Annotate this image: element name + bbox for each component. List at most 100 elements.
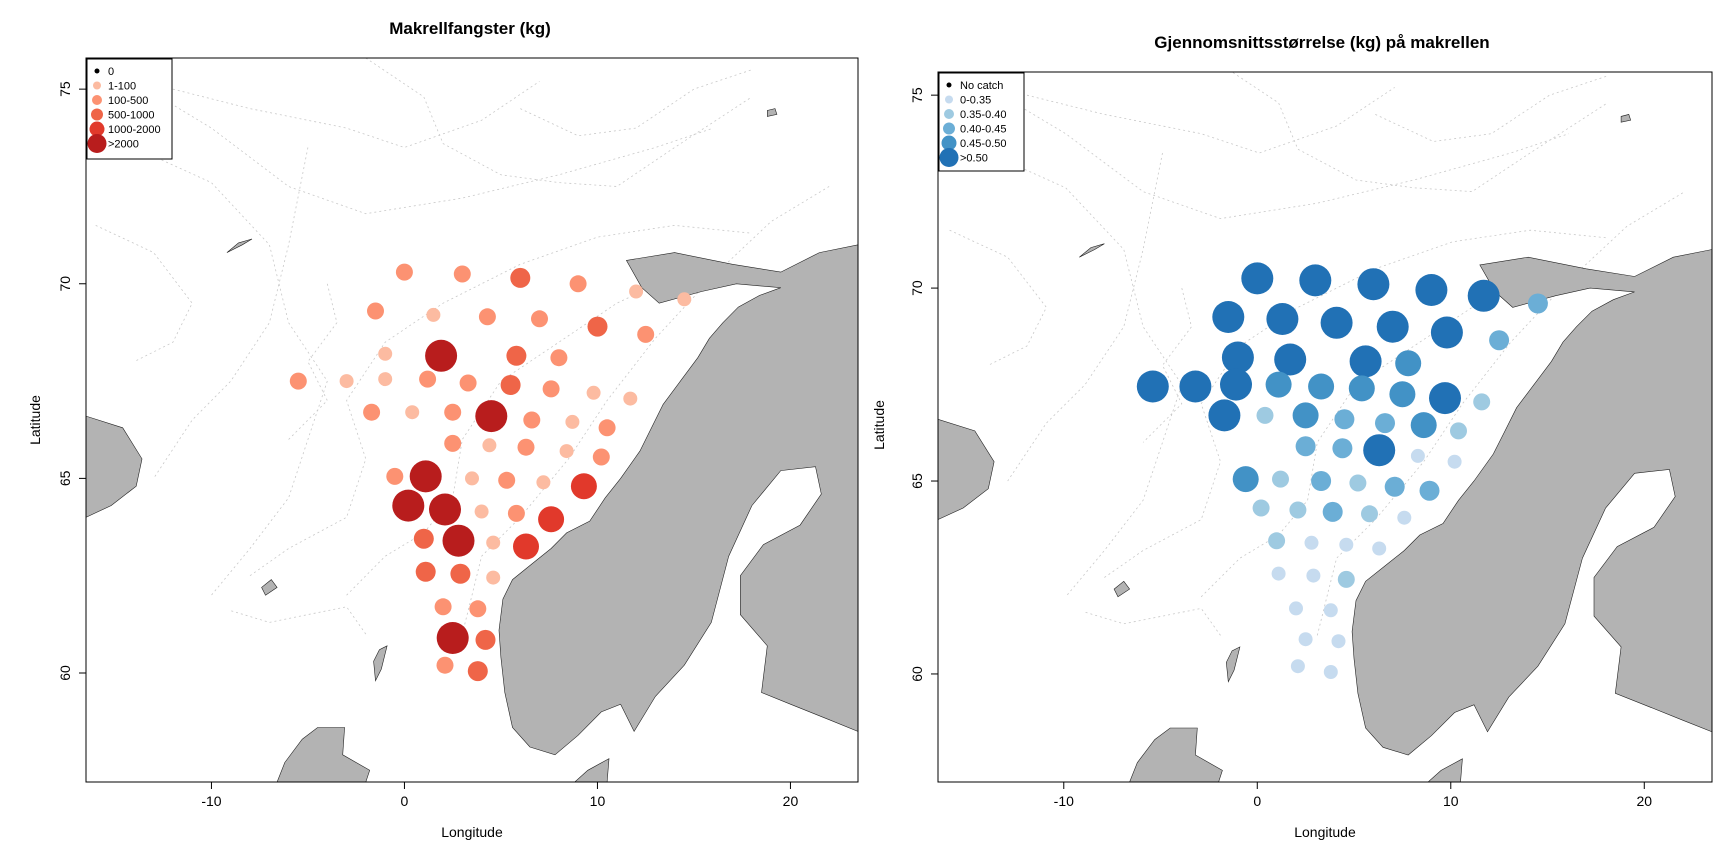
station-marker — [1232, 466, 1259, 493]
station-marker — [415, 561, 436, 582]
x-axis-label: Longitude — [1294, 824, 1356, 840]
station-marker — [1349, 345, 1382, 378]
station-marker — [1304, 535, 1319, 550]
station-marker — [1179, 370, 1212, 403]
depth-contour-line — [153, 147, 309, 479]
station-marker — [1363, 434, 1396, 467]
station-marker — [1410, 412, 1437, 439]
depth-contour-line — [1084, 607, 1221, 636]
land-shape — [373, 645, 388, 682]
station-marker — [623, 391, 638, 406]
station-marker — [587, 316, 608, 337]
station-marker — [1372, 541, 1387, 556]
depth-contour-line — [114, 69, 714, 215]
station-marker — [1430, 316, 1463, 349]
land-shape — [1351, 249, 1712, 756]
catch-legend: 0 1-100 100-500 500-1000 1000-2000 >2000 — [86, 58, 173, 160]
station-marker — [1212, 301, 1245, 333]
x-tick-label: 0 — [1253, 793, 1261, 809]
station-marker — [1339, 537, 1354, 552]
station-marker — [1410, 448, 1425, 463]
station-marker — [523, 411, 541, 429]
legend-label: 1000-2000 — [108, 124, 161, 136]
y-tick-label: 65 — [57, 470, 73, 486]
station-marker — [1323, 603, 1338, 618]
station-marker — [1447, 454, 1462, 469]
station-marker — [1320, 306, 1353, 339]
depth-contour-line — [520, 69, 753, 137]
station-marker — [677, 292, 692, 307]
station-marker — [500, 375, 521, 395]
station-marker — [1429, 382, 1461, 415]
station-marker — [444, 403, 462, 421]
station-marker — [1241, 262, 1274, 295]
station-points — [1136, 262, 1548, 679]
size-map-panel: Gjennomsnittsstørrelse (kg) på makrellen… — [862, 0, 1724, 860]
station-marker — [475, 629, 496, 650]
station-marker — [1252, 499, 1270, 517]
legend-label: 1-100 — [108, 81, 136, 93]
station-marker — [1322, 501, 1343, 522]
y-axis: 60 65 70 75 — [909, 87, 938, 682]
legend-label: 500-1000 — [108, 110, 155, 122]
station-marker — [1473, 393, 1491, 411]
station-marker — [542, 380, 560, 398]
station-marker — [1323, 665, 1338, 679]
legend-swatch — [89, 121, 105, 137]
station-marker — [367, 302, 384, 320]
legend-label: >0.50 — [960, 153, 988, 165]
land-shape — [560, 758, 610, 782]
station-marker — [474, 504, 489, 519]
depth-contour-line — [1007, 152, 1163, 482]
catch-map-panel: Makrellfangster (kg) -10 0 10 20 60 65 70 75 L… — [27, 19, 859, 840]
station-marker — [559, 444, 574, 459]
station-marker — [363, 403, 381, 421]
y-tick-label: 60 — [57, 665, 73, 681]
station-marker — [1419, 480, 1440, 501]
station-marker — [413, 528, 434, 549]
station-marker — [289, 372, 307, 390]
station-marker — [426, 307, 441, 322]
station-marker — [1136, 370, 1169, 403]
station-marker — [586, 385, 601, 400]
station-marker — [442, 524, 475, 557]
legend-swatch — [92, 95, 102, 105]
station-marker — [1271, 566, 1286, 581]
station-marker — [498, 471, 516, 489]
station-marker — [1221, 341, 1254, 374]
station-marker — [469, 600, 487, 618]
station-marker — [1256, 406, 1274, 424]
station-marker — [1415, 274, 1448, 306]
depth-contour-line — [1104, 229, 1608, 578]
y-axis-label: Latitude — [27, 395, 43, 445]
station-points — [289, 263, 692, 682]
station-marker — [1298, 632, 1313, 647]
station-marker — [570, 473, 597, 500]
station-marker — [1489, 330, 1510, 351]
legend-swatch — [945, 95, 953, 104]
station-marker — [465, 471, 479, 486]
station-marker — [1337, 570, 1355, 588]
station-marker — [1295, 436, 1316, 457]
legend-label: >2000 — [108, 139, 139, 151]
land-shape — [1414, 758, 1463, 782]
station-marker — [425, 339, 458, 372]
y-axis: 60 65 70 75 — [57, 81, 86, 681]
station-marker — [395, 263, 413, 281]
legend-label: 0.35-0.40 — [960, 109, 1006, 121]
station-marker — [1208, 399, 1241, 432]
station-marker — [1331, 634, 1346, 649]
x-tick-label: -10 — [1054, 793, 1074, 809]
x-axis: -10 0 10 20 — [1054, 782, 1652, 809]
station-marker — [550, 349, 568, 367]
y-tick-label: 75 — [909, 87, 925, 103]
station-marker — [1450, 422, 1467, 440]
station-marker — [1361, 505, 1378, 523]
depth-contour-line — [172, 81, 540, 148]
legend-swatch — [941, 135, 957, 151]
station-marker — [1266, 303, 1299, 335]
station-marker — [517, 438, 535, 456]
station-marker — [475, 400, 508, 433]
depth-contour-line — [134, 147, 328, 596]
station-marker — [510, 267, 531, 288]
